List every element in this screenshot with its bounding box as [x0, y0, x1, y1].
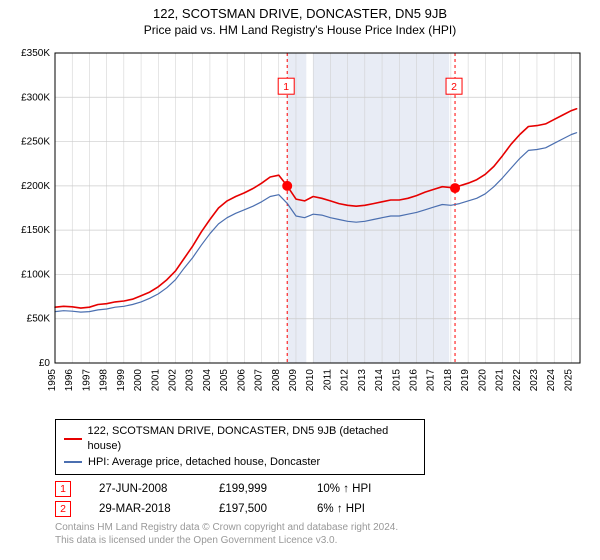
sale-price: £199,999 [219, 483, 289, 495]
svg-text:2010: 2010 [305, 369, 316, 392]
sale-hpi: 6% ↑ HPI [317, 503, 387, 515]
sale-row: 2 29-MAR-2018 £197,500 6% ↑ HPI [55, 501, 590, 517]
svg-text:2: 2 [451, 81, 457, 93]
legend-label: 122, SCOTSMAN DRIVE, DONCASTER, DN5 9JB … [88, 424, 416, 455]
footer-line-2: This data is licensed under the Open Gov… [55, 534, 590, 547]
svg-text:2024: 2024 [546, 369, 557, 392]
sale-date: 27-JUN-2008 [99, 483, 191, 495]
legend-item: 122, SCOTSMAN DRIVE, DONCASTER, DN5 9JB … [64, 424, 416, 455]
svg-text:2007: 2007 [254, 369, 265, 392]
svg-text:2000: 2000 [133, 369, 144, 392]
sale-index: 2 [55, 501, 71, 517]
price-chart: £0 £50K £100K £150K £200K £250K £300K £350K 1995… [10, 43, 590, 413]
svg-text:2019: 2019 [460, 369, 471, 392]
svg-text:2004: 2004 [202, 369, 213, 392]
svg-text:£300K: £300K [21, 92, 50, 103]
svg-text:2003: 2003 [185, 369, 196, 392]
footer-line-1: Contains HM Land Registry data © Crown c… [55, 521, 590, 534]
svg-text:2020: 2020 [477, 369, 488, 392]
sales-table: 1 27-JUN-2008 £199,999 10% ↑ HPI 2 29-MAR-201… [55, 481, 590, 517]
svg-text:2001: 2001 [150, 369, 161, 392]
legend-label: HPI: Average price, detached house, Donc… [88, 455, 320, 470]
svg-text:2005: 2005 [219, 369, 230, 392]
svg-text:2012: 2012 [340, 369, 351, 392]
svg-text:1996: 1996 [64, 369, 75, 392]
chart-area: £0 £50K £100K £150K £200K £250K £300K £350K 1995… [10, 43, 590, 413]
svg-text:2013: 2013 [357, 369, 368, 392]
svg-text:2014: 2014 [374, 369, 385, 392]
sale-date: 29-MAR-2018 [99, 503, 191, 515]
svg-text:2023: 2023 [529, 369, 540, 392]
svg-text:1998: 1998 [99, 369, 110, 392]
svg-text:2022: 2022 [512, 369, 523, 392]
svg-text:2018: 2018 [443, 369, 454, 392]
svg-text:1997: 1997 [81, 369, 92, 392]
svg-text:£350K: £350K [21, 48, 50, 59]
svg-text:2002: 2002 [167, 369, 178, 392]
chart-title: 122, SCOTSMAN DRIVE, DONCASTER, DN5 9JB [10, 6, 590, 21]
legend: 122, SCOTSMAN DRIVE, DONCASTER, DN5 9JB … [55, 419, 425, 475]
svg-text:1995: 1995 [47, 369, 58, 392]
svg-text:2006: 2006 [236, 369, 247, 392]
sale-price: £197,500 [219, 503, 289, 515]
svg-text:2017: 2017 [426, 369, 437, 392]
sale-index: 1 [55, 481, 71, 497]
svg-text:£200K: £200K [21, 181, 50, 192]
svg-text:2025: 2025 [563, 369, 574, 392]
legend-swatch [64, 438, 82, 440]
svg-text:£50K: £50K [27, 314, 51, 325]
svg-text:1: 1 [283, 81, 289, 93]
svg-text:2008: 2008 [271, 369, 282, 392]
svg-text:2011: 2011 [322, 369, 333, 391]
svg-text:£0: £0 [39, 358, 51, 369]
svg-text:£150K: £150K [21, 225, 50, 236]
legend-swatch [64, 461, 82, 463]
sale-hpi: 10% ↑ HPI [317, 483, 387, 495]
svg-text:2016: 2016 [408, 369, 419, 392]
svg-text:1999: 1999 [116, 369, 127, 392]
footer-attribution: Contains HM Land Registry data © Crown c… [55, 521, 590, 547]
sale-row: 1 27-JUN-2008 £199,999 10% ↑ HPI [55, 481, 590, 497]
svg-text:£100K: £100K [21, 269, 50, 280]
svg-text:2021: 2021 [495, 369, 506, 392]
svg-text:2009: 2009 [288, 369, 299, 392]
legend-item: HPI: Average price, detached house, Donc… [64, 455, 416, 470]
chart-subtitle: Price paid vs. HM Land Registry's House … [10, 23, 590, 37]
svg-text:2015: 2015 [391, 369, 402, 392]
svg-text:£250K: £250K [21, 137, 50, 148]
